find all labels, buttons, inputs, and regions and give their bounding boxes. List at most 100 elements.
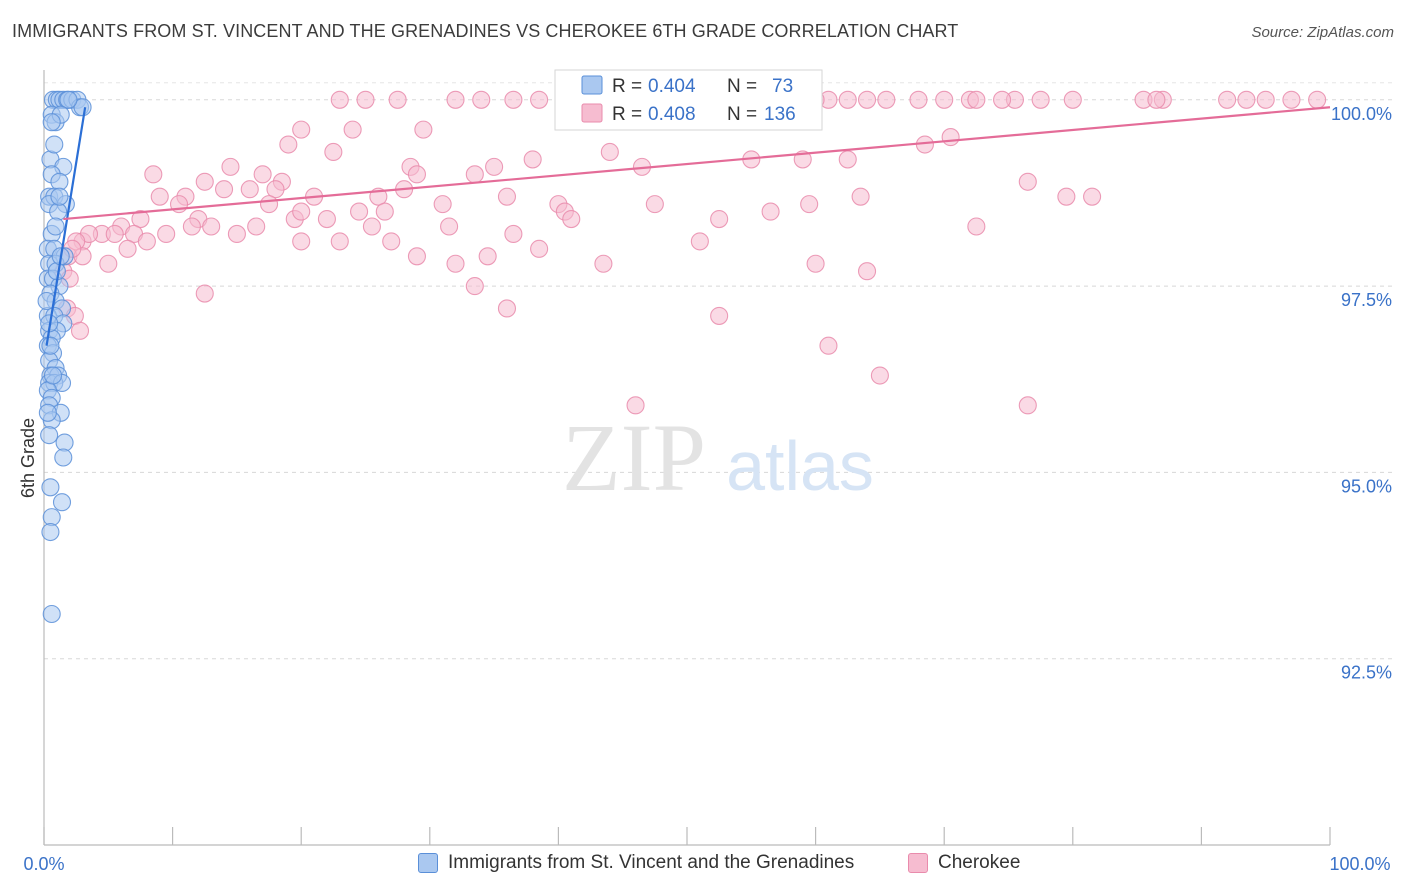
cherokee-point (504, 90, 523, 109)
cherokee-point (407, 247, 426, 266)
cherokee-point (626, 396, 645, 415)
cherokee-points (54, 90, 1327, 415)
cherokee-point (99, 254, 118, 273)
cherokee-point (118, 239, 137, 258)
cherokee-point (600, 142, 619, 162)
cherokee-point (504, 224, 523, 243)
stats-swatch-pink (581, 103, 603, 123)
cherokee-point (214, 180, 234, 199)
cherokee-point (440, 217, 459, 236)
cherokee-point (1063, 90, 1082, 109)
y-tick-label: 100.0% (1331, 104, 1392, 124)
immigrants-point (52, 493, 72, 512)
cherokee-point (157, 224, 176, 243)
stats-n-value: 136 (764, 104, 796, 125)
y-tick-label: 95.0% (1341, 476, 1392, 496)
stats-n-label: N = (727, 104, 757, 125)
cherokee-point (362, 217, 381, 236)
cherokee-point (292, 232, 311, 251)
immigrants-point (41, 478, 60, 497)
trendlines (45, 106, 1331, 346)
stats-r-value: 0.408 (648, 104, 696, 125)
immigrants-point (40, 426, 59, 445)
cherokee-trendline (63, 106, 1331, 221)
cherokee-point (221, 157, 240, 176)
cherokee-point (388, 90, 407, 109)
cherokee-point (227, 224, 246, 243)
cherokee-point (993, 90, 1012, 109)
legend-label: Immigrants from St. Vincent and the Gren… (448, 852, 855, 873)
cherokee-point (806, 254, 825, 273)
cherokee-point (70, 321, 90, 340)
cherokee-point (105, 224, 124, 243)
cherokee-point (851, 187, 870, 206)
x-tick-label-max: 100.0% (1329, 854, 1390, 874)
cherokee-point (967, 90, 986, 109)
cherokee-point (279, 135, 298, 154)
cherokee-point (523, 150, 542, 169)
y-tick-label: 92.5% (1341, 663, 1392, 683)
cherokee-point (240, 180, 259, 199)
watermark-zip: ZIP (562, 404, 706, 511)
cherokee-point (645, 195, 664, 214)
cherokee-point (819, 336, 838, 355)
cherokee-point (838, 90, 857, 109)
cherokee-point (144, 165, 163, 184)
x-tick-labels: 0.0% 100.0% (23, 854, 1390, 874)
immigrants-points (37, 90, 92, 624)
source-label: Source: ZipAtlas.com (1251, 24, 1394, 41)
cherokee-point (1308, 90, 1327, 109)
cherokee-point (292, 120, 311, 139)
gridlines (44, 82, 1392, 660)
cherokee-point (870, 366, 889, 385)
immigrants-point (59, 90, 78, 109)
cherokee-point (1018, 172, 1037, 191)
x-tick-label-min: 0.0% (23, 854, 64, 874)
cherokee-point (877, 90, 896, 109)
legend-item-immigrants[interactable]: Immigrants from St. Vincent and the Gren… (418, 852, 854, 874)
stats-r-label: R = (612, 76, 642, 97)
y-axis-label: 6th Grade (18, 418, 38, 498)
stats-r-label: R = (612, 104, 642, 125)
cherokee-point (690, 232, 709, 251)
watermark-atlas: atlas (726, 427, 874, 505)
cherokee-point (375, 202, 394, 221)
cherokee-point (857, 90, 877, 109)
cherokee-point (857, 262, 877, 281)
cherokee-point (465, 277, 484, 296)
cherokee-point (414, 120, 433, 139)
cherokee-point (253, 165, 272, 184)
stats-r-value: 0.404 (648, 76, 696, 97)
immigrants-point (45, 135, 64, 154)
cherokee-point (594, 254, 613, 273)
cherokee-point (935, 90, 954, 109)
legend-item-cherokee[interactable]: Cherokee (908, 852, 1020, 874)
cherokee-point (446, 90, 465, 109)
cherokee-point (1018, 396, 1037, 415)
cherokee-point (1147, 90, 1166, 109)
cherokee-point (838, 150, 857, 169)
cherokee-point (1031, 90, 1050, 109)
cherokee-point (247, 217, 266, 236)
cherokee-point (330, 90, 349, 109)
immigrants-point (50, 187, 69, 206)
cherokee-point (497, 187, 517, 206)
immigrants-point (42, 604, 61, 624)
immigrants-point (73, 98, 92, 117)
cherokee-point (485, 157, 504, 176)
cherokee-point (909, 90, 928, 109)
cherokee-point (259, 195, 279, 214)
stats-n-value: 73 (772, 76, 793, 97)
cherokee-point (562, 209, 581, 229)
cherokee-point (202, 217, 221, 236)
immigrants-point (46, 217, 65, 236)
stats-n-label: N = (727, 76, 757, 97)
cherokee-point (710, 306, 729, 325)
immigrants-trendline (45, 107, 87, 346)
cherokee-point (472, 90, 491, 109)
cherokee-point (497, 299, 517, 318)
cherokee-point (131, 209, 150, 229)
cherokee-point (324, 142, 343, 162)
cherokee-point (465, 165, 484, 184)
